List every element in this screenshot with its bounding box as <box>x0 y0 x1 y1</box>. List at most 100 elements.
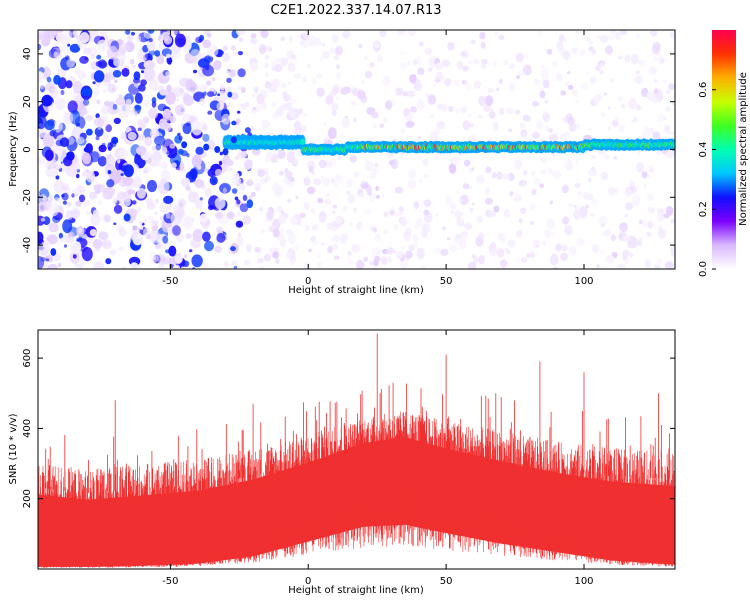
spectrogram-cell <box>257 257 264 264</box>
spectrogram-cell <box>214 197 226 210</box>
spectrogram-cell <box>113 204 123 214</box>
spectrogram-cell <box>416 99 425 110</box>
spectrogram-cell <box>544 100 549 104</box>
spectrogram-cell <box>562 131 571 139</box>
spectrogram-cell <box>599 250 604 254</box>
spectrogram-cell <box>358 43 363 49</box>
spectrogram-cell <box>286 50 295 61</box>
spectrogram-cell <box>654 79 658 83</box>
spectrogram-cell <box>641 171 648 179</box>
spectrogram-cell <box>621 234 631 242</box>
spectrogram-cell <box>671 131 675 136</box>
spectrogram-cell <box>599 34 609 43</box>
spectrogram-cell <box>600 222 605 228</box>
spectrogram-cell <box>241 87 246 94</box>
spectrogram-cell <box>185 80 198 92</box>
snr-trace <box>38 411 675 568</box>
spectrogram-cell <box>256 93 265 105</box>
spectrogram-cell <box>219 160 223 166</box>
spectrogram-cell <box>255 186 260 191</box>
spectrogram-cell <box>548 134 558 143</box>
spectrogram-cell <box>436 120 446 130</box>
spectrogram-cell <box>579 49 585 56</box>
spectrogram-cell <box>509 191 514 197</box>
spectrogram-cell <box>186 153 190 158</box>
y-tick-label: 40 <box>22 48 33 61</box>
spectrogram-cell <box>317 262 322 268</box>
spectrogram-cell <box>198 38 202 43</box>
spectrogram-cell <box>70 240 82 254</box>
spectrogram-cell <box>490 156 494 161</box>
spectrogram-cell <box>471 167 475 171</box>
spectrogram-cell <box>428 57 434 63</box>
spectrogram-cell <box>324 198 332 205</box>
spectrogram-cell <box>628 253 634 258</box>
spectrogram-cell <box>372 227 378 233</box>
spectrogram-cell <box>312 226 317 232</box>
spectrogram-cell <box>405 250 413 259</box>
spectrogram-cell <box>321 50 330 59</box>
spectrogram-cell <box>67 43 71 47</box>
spectrogram-cell <box>216 102 224 111</box>
spectrogram-cell <box>138 84 146 92</box>
band-blob <box>203 143 210 151</box>
spectrogram-cell <box>290 262 295 266</box>
spectrogram-cell <box>469 123 474 128</box>
spectrogram-cell <box>542 240 547 246</box>
spectrogram-cell <box>105 258 112 265</box>
band-blob <box>214 146 221 153</box>
spectrogram-cell <box>61 149 67 155</box>
spectrogram-cell <box>178 201 184 208</box>
spectrogram-cell <box>406 116 412 122</box>
spectrogram-cell <box>389 210 395 216</box>
spectrogram-cell <box>302 30 310 39</box>
spectrogram-cell <box>653 56 658 62</box>
x-tick-label: 50 <box>440 576 453 587</box>
spectrogram-cell <box>287 198 292 203</box>
spectrogram-cell <box>365 208 373 215</box>
spectrogram-cell <box>75 185 86 194</box>
spectrogram-cell <box>435 62 443 71</box>
spectrogram-cell <box>447 237 451 240</box>
spectrogram-cell <box>121 43 130 52</box>
spectrogram-cell <box>290 215 298 226</box>
spectrogram-cell <box>665 149 674 159</box>
spectrogram-cell <box>75 200 82 207</box>
spectrogram-cell <box>575 160 579 165</box>
spectrogram-cell <box>330 158 337 166</box>
spectrogram-cell <box>185 233 193 240</box>
spectrogram-cell <box>194 179 205 189</box>
spectrogram-cell <box>469 207 474 212</box>
spectrogram-cell <box>231 260 238 266</box>
spectrogram-cell <box>494 31 499 37</box>
spectrogram-cell <box>166 53 171 59</box>
spectrogram-cell <box>617 95 624 102</box>
spectrogram-cell <box>308 165 314 173</box>
spectrogram-cell <box>467 59 472 65</box>
spectrogram-cell <box>85 210 91 216</box>
spectrogram-cell <box>244 127 251 134</box>
snr-y-label: SNR (10 * v/v) <box>8 413 19 484</box>
spectrogram-cell <box>264 80 271 89</box>
spectrogram-cell <box>421 265 427 269</box>
spectrogram-cell <box>304 262 309 268</box>
spectrogram-cell <box>216 232 226 243</box>
spectrogram-cell <box>353 171 360 178</box>
spectrogram-cell <box>233 265 238 269</box>
x-tick-label: 50 <box>440 276 453 287</box>
spectrogram-cell <box>313 178 322 186</box>
spectrogram-cell <box>146 39 156 52</box>
spectrogram-cell <box>282 91 288 99</box>
spectrogram-cell <box>398 205 404 214</box>
spectrogram-cell <box>333 55 340 61</box>
spectrogram-cell <box>576 123 581 130</box>
spectrogram-cell <box>591 48 596 55</box>
spectrogram-cell <box>75 173 80 179</box>
spectrogram-cell <box>595 64 601 72</box>
spectrogram-cell <box>564 81 570 87</box>
spectrogram-cell <box>120 173 124 176</box>
spectrogram-cell <box>418 155 423 161</box>
spectrogram-cell <box>142 227 150 237</box>
spectrogram-cell <box>86 128 93 136</box>
spectrogram-cell <box>562 50 571 60</box>
